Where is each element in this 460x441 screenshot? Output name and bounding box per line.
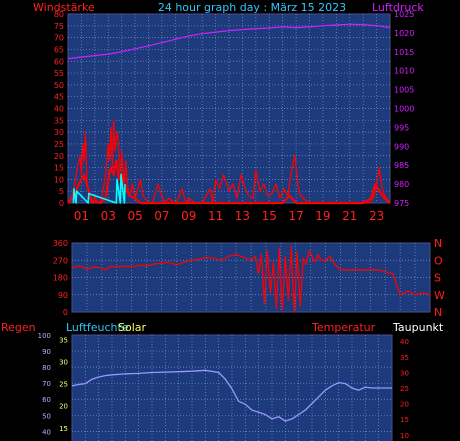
rain-axis-label: Regen — [1, 321, 36, 334]
solar-tick-label: 20 — [59, 403, 68, 411]
pressure-tick-label: 1000 — [394, 105, 414, 114]
temperature-humidity-panel: 40 50 60 70 80 90 100 15 20 25 30 35 10 15 20 25 30 35 40 — [38, 332, 409, 441]
hour-tick-label: 07 — [154, 209, 169, 223]
humidity-tick-label: 80 — [42, 364, 51, 372]
wind-tick-label: 20 — [54, 152, 64, 161]
pressure-tick-label: 975 — [394, 199, 409, 208]
hour-tick-label: 09 — [181, 209, 196, 223]
wind-tick-label: 75 — [54, 22, 64, 31]
temperature-tick-label: 20 — [400, 401, 409, 409]
temperature-tick-label: 25 — [400, 385, 409, 393]
pressure-line — [67, 23, 391, 60]
dewpoint-axis-label: Taupunkt — [392, 321, 444, 334]
pressure-tick-label: 1005 — [394, 86, 414, 95]
wind-pressure-panel: 0510152025303540455055606570758097598098… — [54, 10, 415, 223]
humidity-tick-label: 50 — [42, 412, 51, 420]
hour-tick-label: 17 — [288, 209, 303, 223]
humidity-tick-label: 40 — [42, 428, 51, 436]
pressure-tick-label: 990 — [394, 142, 409, 151]
plot-area — [67, 13, 391, 204]
humidity-tick-label: 70 — [42, 380, 51, 388]
chart-title: 24 hour graph day : März 15 2023 — [158, 1, 346, 14]
direction-tick-label: 180 — [53, 274, 68, 283]
wind-tick-label: 55 — [54, 69, 64, 78]
pressure-tick-label: 1025 — [394, 10, 414, 19]
humidity-tick-label: 60 — [42, 396, 51, 404]
hour-tick-label: 21 — [342, 209, 357, 223]
hour-tick-label: 11 — [208, 209, 223, 223]
solar-axis-label: Solar — [118, 321, 147, 334]
pressure-tick-label: 995 — [394, 123, 409, 132]
plot-area — [71, 242, 431, 313]
humidity-axis-label: Luftfeuchte — [66, 321, 129, 334]
pressure-tick-label: 985 — [394, 161, 409, 170]
wind-tick-label: 45 — [54, 93, 64, 102]
temperature-tick-label: 30 — [400, 369, 409, 377]
direction-tick-label: 360 — [53, 239, 68, 248]
wind-tick-label: 30 — [54, 128, 64, 137]
temperature-tick-label: 10 — [400, 432, 409, 440]
direction-tick-label: 270 — [53, 256, 68, 265]
compass-label: N — [434, 306, 442, 319]
wind-direction-line — [71, 246, 431, 313]
humidity-tick-label: 100 — [38, 332, 51, 340]
hour-tick-label: 15 — [262, 209, 277, 223]
solar-tick-label: 25 — [59, 381, 68, 389]
compass-label: W — [434, 289, 445, 302]
hour-tick-label: 23 — [369, 209, 384, 223]
pressure-axis-label: Luftdruck — [372, 1, 424, 14]
compass-label: N — [434, 237, 442, 250]
wind-tick-label: 40 — [54, 105, 64, 114]
compass-label: S — [434, 272, 441, 285]
wind-tick-label: 25 — [54, 140, 64, 149]
direction-tick-label: 90 — [58, 291, 68, 300]
temperature-tick-label: 40 — [400, 338, 409, 346]
hour-tick-label: 13 — [235, 209, 250, 223]
humidity-tick-label: 90 — [42, 348, 51, 356]
wind-average-line — [72, 173, 126, 204]
pressure-tick-label: 1015 — [394, 48, 414, 57]
wind-tick-label: 65 — [54, 45, 64, 54]
wind-tick-label: 70 — [54, 34, 64, 43]
wind-tick-label: 0 — [59, 199, 64, 208]
solar-tick-label: 35 — [59, 336, 68, 344]
temperature-line — [71, 369, 392, 422]
pressure-tick-label: 980 — [394, 180, 409, 189]
hour-tick-label: 01 — [74, 209, 89, 223]
direction-tick-label: 0 — [63, 308, 68, 317]
wind-tick-label: 80 — [54, 10, 64, 19]
pressure-tick-label: 1020 — [394, 29, 414, 38]
temperature-axis-label: Temperatur — [311, 321, 376, 334]
wind-speed-line — [67, 159, 391, 205]
temperature-tick-label: 15 — [400, 416, 409, 424]
wind-tick-label: 50 — [54, 81, 64, 90]
wind-tick-label: 15 — [54, 164, 64, 173]
temperature-tick-label: 35 — [400, 354, 409, 362]
wind-tick-label: 35 — [54, 116, 64, 125]
hour-tick-label: 19 — [315, 209, 330, 223]
solar-tick-label: 15 — [59, 425, 68, 433]
pressure-tick-label: 1010 — [394, 67, 414, 76]
wind-tick-label: 60 — [54, 57, 64, 66]
solar-tick-label: 30 — [59, 359, 68, 367]
hour-tick-label: 05 — [127, 209, 142, 223]
wind-axis-label: Windstärke — [33, 1, 95, 14]
wind-tick-label: 5 — [59, 187, 64, 196]
hour-tick-label: 03 — [101, 209, 116, 223]
wind-tick-label: 10 — [54, 175, 64, 184]
compass-label: O — [434, 254, 443, 267]
